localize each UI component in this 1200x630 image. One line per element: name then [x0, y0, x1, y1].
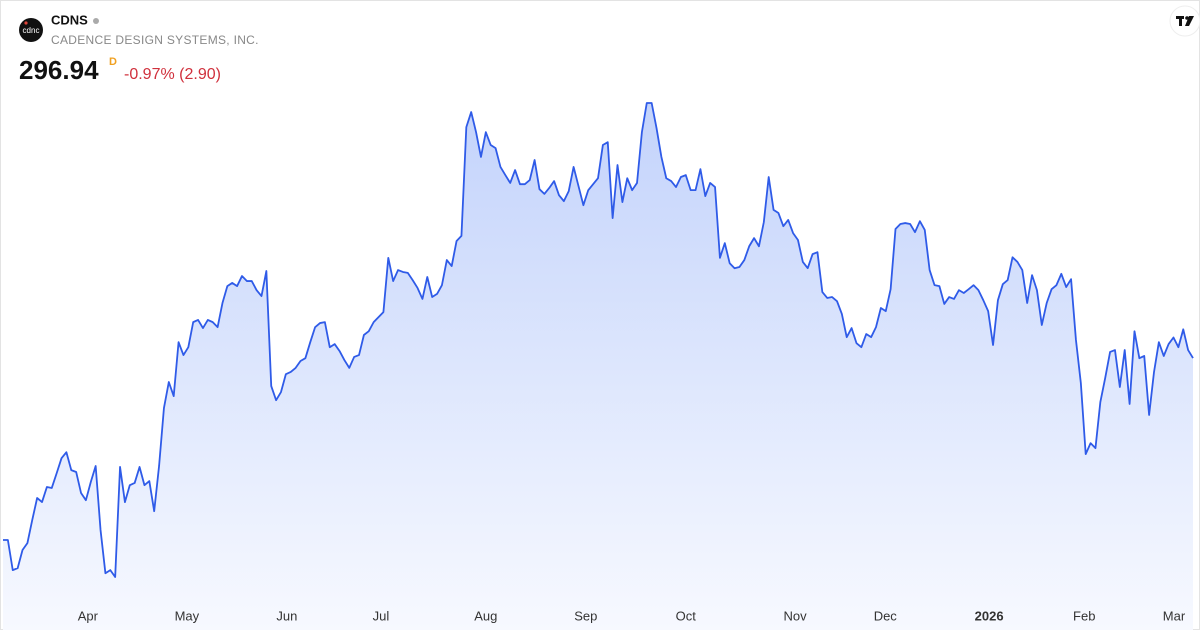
x-tick-label: Jun — [276, 608, 297, 623]
x-tick-label: Oct — [676, 608, 697, 623]
x-tick-label: May — [175, 608, 200, 623]
logo-text: cdnc — [23, 26, 40, 35]
price-line — [3, 102, 1194, 578]
company-name: CADENCE DESIGN SYSTEMS, INC. — [51, 33, 259, 47]
x-tick-label: Feb — [1073, 608, 1095, 623]
x-tick-label: Mar — [1163, 608, 1186, 623]
ticker: CDNS — [51, 12, 88, 27]
tv-logo — [1169, 5, 1200, 37]
status-dot — [93, 18, 99, 24]
x-tick-label: Sep — [574, 608, 597, 623]
x-tick-label: Nov — [783, 608, 807, 623]
x-tick-label: 2026 — [975, 608, 1004, 623]
x-tick-label: Dec — [874, 608, 898, 623]
price: 296.94 — [19, 55, 99, 85]
x-tick-label: Jul — [373, 608, 390, 623]
x-tick-label: Aug — [474, 608, 497, 623]
logo-dot — [24, 21, 28, 25]
price-flag: D — [109, 56, 117, 68]
x-tick-label: Apr — [78, 608, 99, 623]
plot — [3, 102, 1194, 630]
price-change: -0.97% (2.90) — [124, 66, 221, 83]
